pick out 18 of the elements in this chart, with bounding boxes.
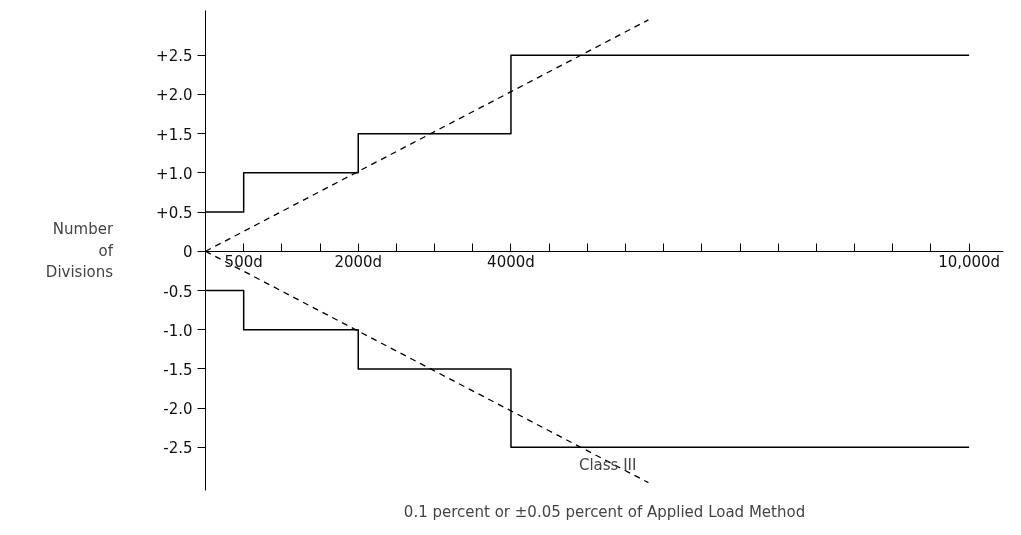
y-tick-label: -1.5 <box>163 360 193 379</box>
text: 0.1 percent or ±0.05 percent of Applied Load Method <box>403 502 806 521</box>
y-tick-label: +2.5 <box>156 47 193 66</box>
y-axis-title: Number of Divisions <box>45 219 114 282</box>
x-tick-label: 4000d <box>487 253 535 272</box>
x-tick-label: 10,000d <box>938 253 1001 272</box>
y-tick-label: -2.0 <box>163 400 193 419</box>
y-tick-label: +1.5 <box>156 125 193 144</box>
y-tick-label: -1.0 <box>163 321 193 340</box>
x-tick-label: 500d <box>224 253 263 272</box>
x-tick-label: 2000d <box>334 253 383 272</box>
y-tick-label: 0 <box>182 243 193 262</box>
y-tick-label: -2.5 <box>163 439 193 458</box>
annotation: Class III <box>578 455 637 474</box>
y-tick-label: +0.5 <box>156 204 193 223</box>
y-tick-label: +2.0 <box>156 86 193 105</box>
y-tick-label: -0.5 <box>163 282 193 301</box>
y-tick-label: +1.0 <box>156 164 193 183</box>
